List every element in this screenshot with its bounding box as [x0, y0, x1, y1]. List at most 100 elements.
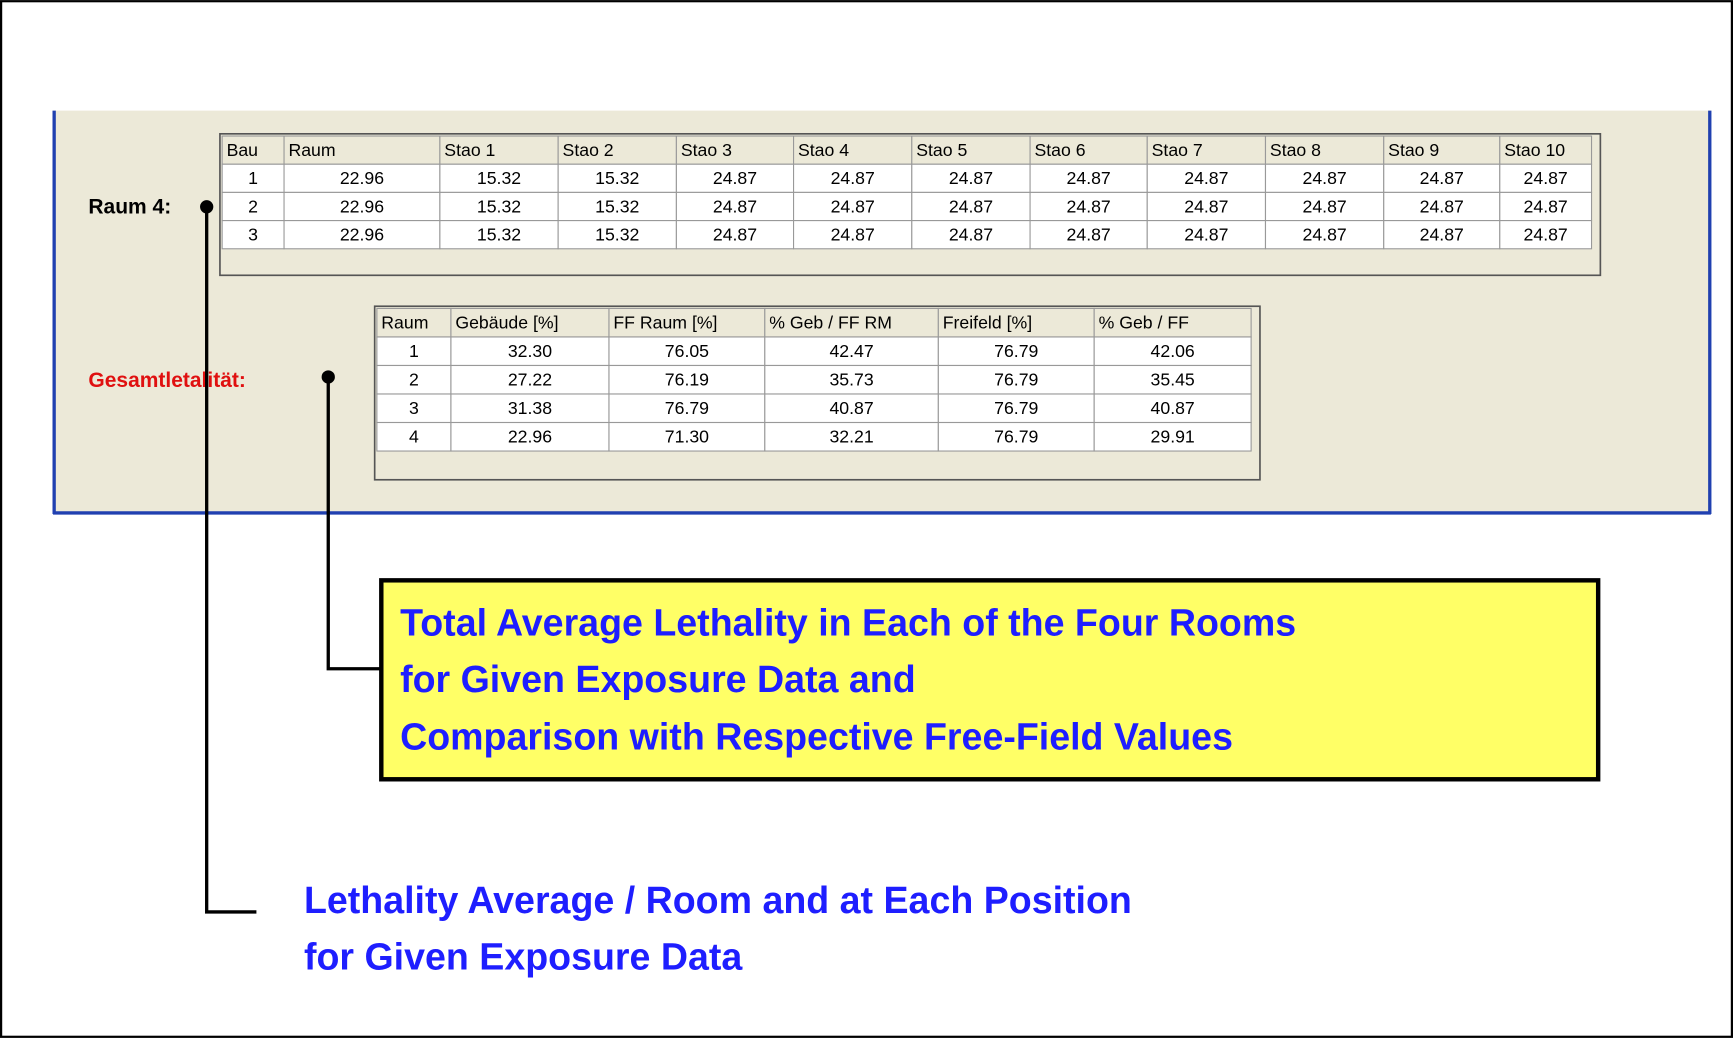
header-text: Raum: [288, 140, 335, 160]
table-cell: [1499, 191, 1593, 222]
table-cell: [764, 421, 939, 452]
cell-text: 35.73: [829, 370, 873, 390]
callout-text: for Given Exposure Data: [304, 935, 743, 977]
table-cell: [450, 336, 610, 367]
callout-text: Lethality Average / Room and at Each Pos…: [304, 879, 1132, 921]
cell-text: 1: [409, 341, 419, 361]
table-cell: [608, 364, 766, 395]
table-cell: [1146, 191, 1267, 222]
table-cell: [1093, 364, 1252, 395]
header-cell: [1093, 307, 1252, 338]
room-label: Raum 4:: [88, 195, 171, 218]
cell-text: 2: [409, 370, 419, 390]
cell-text: 24.87: [1067, 224, 1111, 244]
connector-total: [326, 376, 382, 671]
connector-dot: [200, 200, 214, 214]
cell-text: 15.32: [477, 196, 521, 216]
header-cell: [1146, 135, 1267, 165]
table-cell: [283, 191, 441, 222]
cell-text: 22.96: [340, 196, 384, 216]
cell-text: 42.47: [829, 341, 873, 361]
header-cell: [675, 135, 795, 165]
cell-text: 76.79: [994, 341, 1038, 361]
cell-text: 15.32: [477, 168, 521, 188]
header-cell: [911, 135, 1031, 165]
cell-text: 29.91: [1151, 427, 1195, 447]
table-cell: [283, 220, 441, 250]
header-cell: [557, 135, 677, 165]
cell-text: 24.87: [1524, 224, 1568, 244]
header-text: Raum: [381, 312, 428, 332]
header-text: Stao 8: [1270, 140, 1321, 160]
cell-text: 24.87: [1067, 196, 1111, 216]
header-cell: [1499, 135, 1593, 165]
cell-text: 24.87: [1067, 168, 1111, 188]
tables: Bau Raum Stao 1 Stao 2 Stao 3 Stao 4 Stao 5 Sta…: [219, 132, 1602, 481]
table-cell: [1499, 163, 1593, 193]
table-cell: [376, 421, 452, 452]
cell-text: 76.79: [665, 398, 709, 418]
header-text: % Geb / FF RM: [769, 312, 892, 332]
table-cell: [675, 163, 795, 193]
cell-text: 40.87: [1151, 398, 1195, 418]
cell-text: 3: [248, 224, 258, 244]
table-cell: [450, 393, 610, 424]
table-cell: [1093, 393, 1252, 424]
cell-text: 1: [248, 168, 258, 188]
cell-text: 24.87: [831, 224, 875, 244]
connector-dot: [321, 370, 335, 384]
header-text: Stao 6: [1034, 140, 1085, 160]
cell-text: 15.32: [595, 196, 639, 216]
cell-text: 32.30: [508, 341, 552, 361]
cell-text: 71.30: [665, 427, 709, 447]
cell-text: 15.32: [477, 224, 521, 244]
header-text: Bau: [227, 140, 258, 160]
connector-position: [205, 206, 257, 914]
cell-text: 24.87: [713, 168, 757, 188]
cell-text: 76.79: [994, 370, 1038, 390]
cell-text: 24.87: [949, 168, 993, 188]
cell-text: 32.21: [829, 427, 873, 447]
cell-text: 22.96: [340, 224, 384, 244]
table-cell: [221, 163, 285, 193]
cell-text: 3: [409, 398, 419, 418]
table-cell: [439, 163, 559, 193]
table-cell: [221, 220, 285, 250]
header-text: Stao 1: [444, 140, 495, 160]
table-cell: [1146, 220, 1267, 250]
header-cell: [1383, 135, 1501, 165]
total-label: Gesamtletalität:: [88, 369, 245, 392]
cell-text: 24.87: [1184, 224, 1228, 244]
header-cell: [793, 135, 913, 165]
table-cell: [608, 336, 766, 367]
cell-text: 15.32: [595, 168, 639, 188]
header-text: FF Raum [%]: [613, 312, 717, 332]
header-text: Freifeld [%]: [943, 312, 1032, 332]
cell-text: 35.45: [1151, 370, 1195, 390]
cell-text: 24.87: [1303, 196, 1347, 216]
table-cell: [450, 421, 610, 452]
table-cell: [376, 393, 452, 424]
header-text: Stao 4: [798, 140, 849, 160]
table-cell: [1383, 220, 1501, 250]
cell-text: 24.87: [831, 196, 875, 216]
cell-text: 24.87: [949, 196, 993, 216]
cell-text: 22.96: [340, 168, 384, 188]
callout-text: for Given Exposure Data and: [400, 658, 916, 700]
cell-text: 24.87: [1420, 224, 1464, 244]
header-text: Stao 5: [916, 140, 967, 160]
header-cell: [1264, 135, 1385, 165]
cell-text: 76.19: [665, 370, 709, 390]
table-cell: [764, 393, 939, 424]
table-cell: [439, 191, 559, 222]
cell-text: 24.87: [713, 196, 757, 216]
table-cell: [1093, 421, 1252, 452]
cell-text: 42.06: [1151, 341, 1195, 361]
cell-text: 76.79: [994, 427, 1038, 447]
header-text: Stao 10: [1504, 140, 1565, 160]
table-cell: [1029, 191, 1148, 222]
header-text: Stao 9: [1388, 140, 1439, 160]
cell-text: 24.87: [1303, 168, 1347, 188]
cell-text: 22.96: [508, 427, 552, 447]
